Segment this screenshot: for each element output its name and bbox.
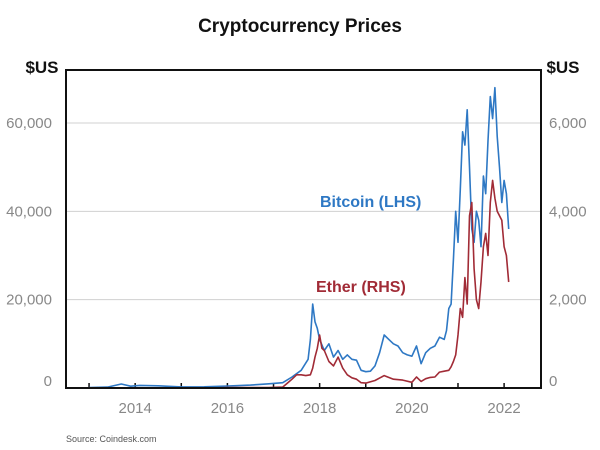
right-y-tick-label: 4,000	[549, 203, 587, 220]
right-axis-unit: $US	[546, 58, 579, 77]
x-tick-label: 2016	[211, 400, 244, 417]
x-tick-label: 2020	[395, 400, 428, 417]
bitcoin-series-label: Bitcoin (LHS)	[320, 194, 421, 211]
left-axis-unit: $US	[25, 58, 58, 77]
left-y-tick-label: 0	[44, 373, 52, 390]
x-tick-label: 2018	[303, 400, 336, 417]
bitcoin-series-line	[89, 86, 510, 389]
left-y-tick-label: 60,000	[6, 115, 52, 132]
left-y-tick-label: 20,000	[6, 292, 52, 309]
right-y-tick-label: 0	[549, 373, 557, 390]
plot-frame	[65, 69, 542, 389]
right-y-tick-label: 6,000	[549, 115, 587, 132]
series-lines	[89, 86, 510, 389]
x-tick-label: 2022	[487, 400, 520, 417]
ether-series-line	[208, 179, 510, 389]
ether-series-label: Ether (RHS)	[316, 279, 406, 296]
left-y-tick-label: 40,000	[6, 203, 52, 220]
x-tick-label: 2014	[118, 400, 151, 417]
source-note: Source: Coindesk.com	[66, 434, 157, 444]
right-y-axis-labels: 0 2,000 4,000 6,000	[549, 115, 587, 390]
x-axis: 2014 2016 2018 2020 2022	[88, 383, 521, 417]
left-y-axis-labels: 0 20,000 40,000 60,000	[6, 115, 52, 390]
gridlines	[66, 122, 541, 301]
chart-title: Cryptocurrency Prices	[198, 16, 402, 37]
right-y-tick-label: 2,000	[549, 292, 587, 309]
